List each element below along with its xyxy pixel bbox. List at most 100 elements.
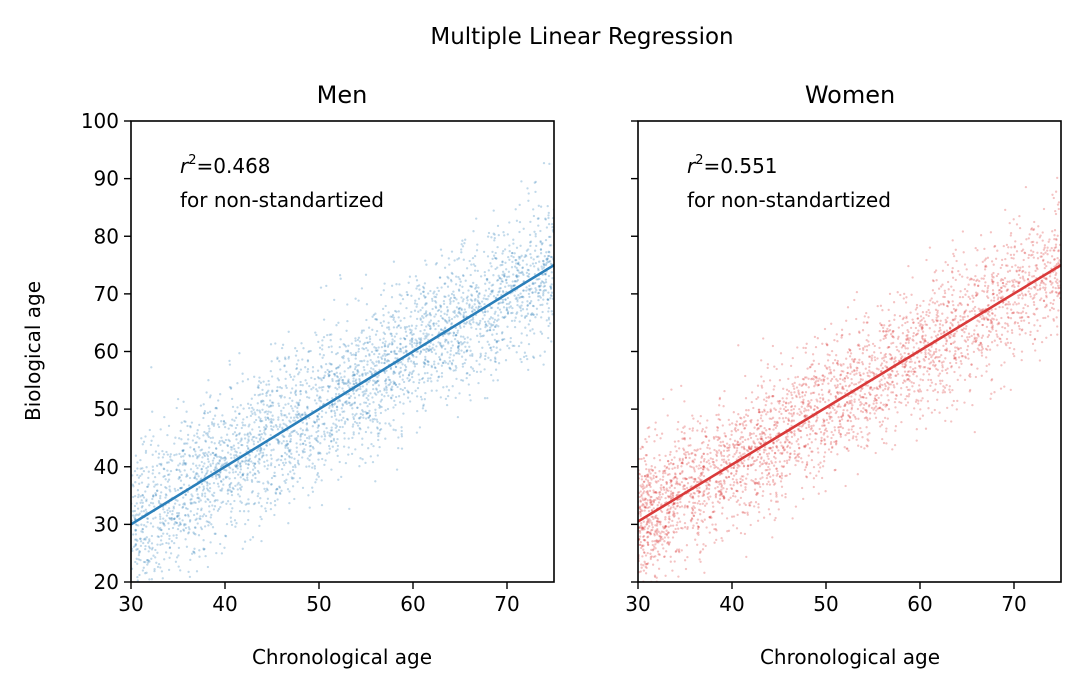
scatter-point [333,409,336,413]
scatter-point [192,531,195,534]
scatter-point [457,348,460,351]
scatter-point [469,323,472,326]
scatter-point [714,480,718,484]
scatter-point [239,483,242,486]
scatter-point [136,489,140,492]
scatter-point [136,575,139,579]
scatter-point [378,422,381,425]
scatter-point [372,379,375,382]
scatter-point [448,263,451,266]
scatter-point [1006,252,1009,255]
scatter-point [273,471,276,474]
scatter-point [178,475,181,479]
scatter-point [838,420,841,423]
scatter-point [815,432,818,435]
scatter-point [399,343,402,346]
scatter-point [213,505,217,508]
scatter-point [383,345,386,348]
scatter-point [450,363,454,366]
scatter-point [158,462,161,466]
scatter-point [357,347,361,351]
scatter-point [544,217,547,220]
scatter-point [551,277,554,280]
scatter-point [384,382,387,385]
scatter-point [344,461,348,465]
scatter-point [158,528,161,531]
scatter-point [484,282,487,285]
scatter-point [878,385,882,388]
scatter-point [213,422,216,425]
scatter-point [489,346,492,350]
scatter-point [266,480,269,483]
scatter-point [251,474,255,477]
scatter-point [521,272,524,275]
scatter-point [1040,340,1044,344]
scatter-point [207,379,210,382]
scatter-point [356,406,359,410]
scatter-point [971,294,974,297]
scatter-point [406,377,409,380]
scatter-point [893,314,896,317]
scatter-point [176,527,180,531]
scatter-point [654,515,657,518]
scatter-point [878,346,881,350]
scatter-point [702,441,705,444]
scatter-point [236,483,239,486]
scatter-point [968,310,972,313]
scatter-point [797,389,800,392]
scatter-point [927,352,930,355]
scatter-point [250,460,253,463]
scatter-point [684,567,688,571]
scatter-point [253,472,256,475]
scatter-point [676,521,679,524]
scatter-point [389,381,392,384]
scatter-point [760,424,763,428]
scatter-point [780,485,784,488]
scatter-point [855,290,859,294]
scatter-point [875,398,878,402]
scatter-point [215,447,218,450]
scatter-point [966,353,970,356]
scatter-point [412,360,416,364]
scatter-point [532,313,535,317]
scatter-point [547,214,550,217]
scatter-point [155,489,159,492]
scatter-point [227,427,230,430]
scatter-point [974,246,977,250]
scatter-point [287,450,291,453]
scatter-point [936,311,939,314]
scatter-point [288,373,292,376]
scatter-point [192,596,194,598]
scatter-point [204,554,207,558]
scatter-point [425,350,428,353]
scatter-point [840,415,843,418]
scatter-point [515,312,518,315]
scatter-point [537,255,540,258]
scatter-point [1018,269,1022,272]
scatter-point [173,487,176,491]
scatter-point [639,500,642,503]
scatter-point [1027,237,1030,240]
scatter-point [1011,311,1014,315]
scatter-point [209,516,212,519]
scatter-point [380,357,384,361]
scatter-point [234,464,237,467]
scatter-point [416,342,419,345]
scatter-point [214,465,217,468]
scatter-point [343,401,347,404]
scatter-point [806,443,810,446]
scatter-point [168,488,171,491]
scatter-point [547,291,550,294]
scatter-point [943,330,946,333]
scatter-point [201,515,204,518]
scatter-point [186,474,189,478]
scatter-point [927,373,931,376]
scatter-point [687,453,691,456]
scatter-point [429,377,432,380]
scatter-point [350,353,353,357]
scatter-point [315,436,318,440]
scatter-point [381,354,385,357]
scatter-point [429,325,432,328]
scatter-point [493,360,497,363]
scatter-point [330,468,333,471]
